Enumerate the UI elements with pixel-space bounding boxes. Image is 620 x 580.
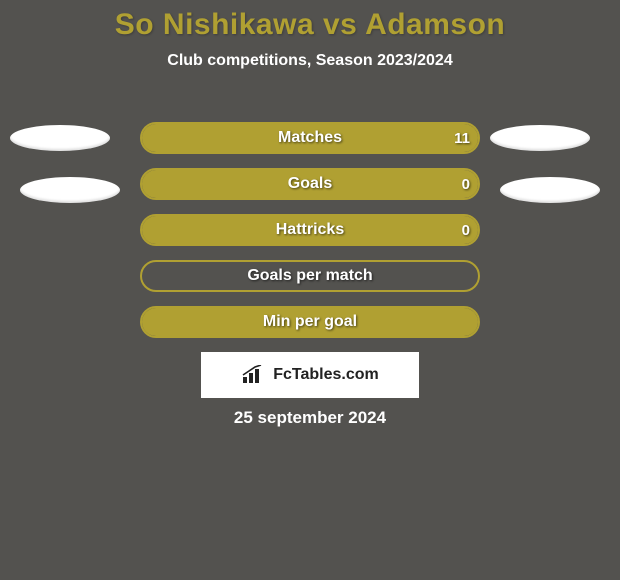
stat-label: Hattricks: [140, 214, 480, 246]
stat-row: Hattricks0: [0, 214, 620, 246]
stat-value-right: 0: [462, 214, 470, 246]
stat-value-right: 0: [462, 168, 470, 200]
decorative-ellipse: [10, 125, 110, 151]
comparison-chart: So Nishikawa vs Adamson Club competition…: [0, 0, 620, 580]
chart-title: So Nishikawa vs Adamson: [0, 0, 620, 42]
chart-subtitle: Club competitions, Season 2023/2024: [0, 52, 620, 70]
stat-label: Min per goal: [140, 306, 480, 338]
source-logo: FcTables.com: [201, 352, 419, 398]
bar-chart-icon: [241, 365, 267, 385]
stat-value-right: 11: [454, 122, 470, 154]
stat-label: Goals per match: [140, 260, 480, 292]
chart-date: 25 september 2024: [0, 408, 620, 428]
decorative-ellipse: [490, 125, 590, 151]
stat-row: Min per goal: [0, 306, 620, 338]
stat-row: Goals per match: [0, 260, 620, 292]
stat-label: Matches: [140, 122, 480, 154]
decorative-ellipse: [500, 177, 600, 203]
stat-label: Goals: [140, 168, 480, 200]
decorative-ellipse: [20, 177, 120, 203]
source-logo-text: FcTables.com: [273, 366, 379, 384]
stat-rows: Matches11Goals0Hattricks0Goals per match…: [0, 122, 620, 352]
